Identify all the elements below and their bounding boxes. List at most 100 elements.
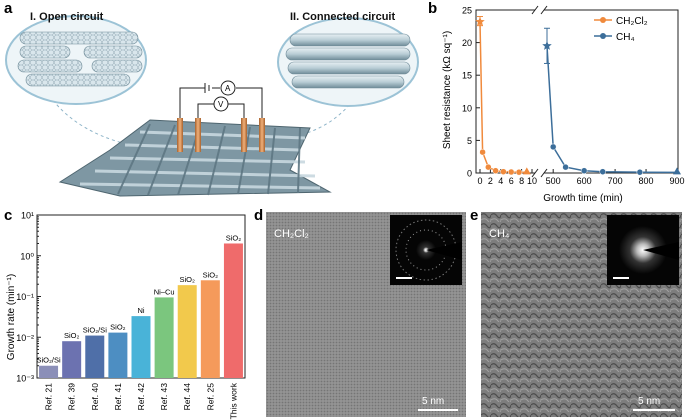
c-bar <box>200 280 220 378</box>
c-bar-label: SiO₂/Si <box>83 326 108 335</box>
panel-label-a: a <box>4 0 13 17</box>
b-data-point <box>542 40 552 50</box>
tem-e-label: CH₄ <box>489 228 510 240</box>
b-x-tick-label: 600 <box>577 176 592 186</box>
c-bar-label: Ni–Cu <box>154 287 175 296</box>
tem-image-ch2cl2: CH₂Cl₂ 5 nm <box>266 212 466 417</box>
b-break-mark <box>531 5 539 15</box>
b-data-point <box>485 163 492 171</box>
c-bar <box>154 297 174 378</box>
b-data-point <box>515 168 523 176</box>
c-bar-label: SiO₂ <box>203 270 219 279</box>
open-circuit-bubble <box>5 15 147 105</box>
b-legend-label: CH₂Cl₂ <box>616 16 648 27</box>
b-y-tick-label: 0 <box>467 169 472 179</box>
probe-electrodes <box>177 118 265 152</box>
c-bar-label: SiO₂ <box>64 331 80 340</box>
b-y-axis-label: Sheet resistance (kΩ sq⁻¹) <box>442 31 453 149</box>
c-bar <box>177 285 197 378</box>
b-x-tick-label: 500 <box>546 176 561 186</box>
b-plot-frame <box>475 9 679 174</box>
panel-label-d: d <box>254 207 264 224</box>
c-bar-label: Ni <box>137 306 144 315</box>
b-break-mark <box>531 168 539 178</box>
b-data-point <box>492 167 499 174</box>
diffraction-inset-d <box>390 215 462 285</box>
b-y-tick-label: 20 <box>462 38 472 48</box>
b-x-tick-label: 8 <box>519 176 524 186</box>
b-data-point <box>599 168 606 175</box>
c-y-tick-label: 10⁻² <box>16 333 34 343</box>
b-y-tick-label: 15 <box>462 71 472 81</box>
b-data-point <box>636 168 644 176</box>
b-series-line <box>479 21 527 174</box>
c-category-label: Ref. 40 <box>90 383 100 411</box>
c-bar <box>223 243 243 378</box>
c-y-tick-label: 10⁻¹ <box>16 292 34 302</box>
b-x-tick-label: 10 <box>527 176 537 186</box>
c-category-label: This work <box>228 382 238 419</box>
voltmeter-icon <box>213 96 229 112</box>
c-bar <box>62 341 82 378</box>
b-x-tick-label: 800 <box>639 176 654 186</box>
c-category-label: Ref. 43 <box>159 383 169 411</box>
schematic-panel: I. Open circuit II. Connected circuit A … <box>5 11 419 197</box>
b-legend-marker <box>600 17 606 23</box>
b-x-tick-label: 2 <box>488 176 493 186</box>
b-x-tick-label: 700 <box>608 176 623 186</box>
connected-circuit-bubble <box>277 17 419 107</box>
ammeter-icon <box>220 80 236 96</box>
b-legend-marker <box>600 33 606 39</box>
c-category-label: Ref. 42 <box>136 383 146 411</box>
growth-rate-chart: 10⁻³ 10⁻² 10⁻¹ 10⁰ 10¹ SiO₂/Si Ref. 21 SiO₂ Ref… <box>6 211 246 419</box>
c-category-label: Ref. 44 <box>182 383 192 411</box>
b-x-tick-label: 6 <box>509 176 514 186</box>
c-bar-label: SiO₂ <box>110 323 126 332</box>
c-category-label: Ref. 25 <box>205 383 215 411</box>
c-bar <box>108 332 128 378</box>
c-category-label: Ref. 39 <box>67 383 77 411</box>
b-break-mark <box>540 168 548 178</box>
b-x-axis-label: Growth time (min) <box>543 193 622 204</box>
b-data-point <box>673 167 681 175</box>
b-data-point <box>500 168 507 175</box>
connected-circuit-title: II. Connected circuit <box>290 11 395 23</box>
panel-label-b: b <box>428 0 438 17</box>
b-y-tick-label: 5 <box>467 136 472 146</box>
c-bar <box>39 365 59 378</box>
tem-d-label: CH₂Cl₂ <box>274 228 309 240</box>
b-data-point <box>479 148 486 156</box>
c-y-tick-label: 10¹ <box>21 211 34 221</box>
scale-bar-e-label: 5 nm <box>638 396 660 407</box>
c-y-tick-label: 10⁻³ <box>16 374 34 384</box>
circuit-wires <box>179 83 263 120</box>
b-data-point <box>549 143 557 151</box>
b-break-mark <box>540 5 548 15</box>
c-y-axis-label: Growth rate (min⁻¹) <box>6 274 17 360</box>
b-x-tick-label: 4 <box>498 176 503 186</box>
b-legend-label: CH₄ <box>616 32 635 43</box>
tem-image-ch4: CH₄ 5 nm <box>481 212 682 417</box>
b-data-point <box>562 163 569 171</box>
c-category-label: Ref. 21 <box>44 383 54 411</box>
b-y-tick-label: 10 <box>462 103 472 113</box>
b-series-line <box>546 45 678 174</box>
b-data-point <box>507 168 515 176</box>
c-bar-label: SiO₂ <box>180 275 196 284</box>
voltmeter-label: V <box>218 100 224 109</box>
c-y-tick-label: 10⁰ <box>20 251 34 261</box>
diffraction-inset-e <box>607 215 679 285</box>
b-data-point <box>475 16 485 26</box>
c-bar-label: SiO₂/Si <box>36 356 61 365</box>
b-data-point <box>522 167 531 175</box>
c-category-label: Ref. 41 <box>113 383 123 411</box>
c-bar <box>85 335 105 378</box>
b-data-point <box>580 167 588 174</box>
open-circuit-title: I. Open circuit <box>30 11 104 23</box>
c-bar-label: SiO₂ <box>226 233 242 242</box>
panel-label-c: c <box>4 207 13 224</box>
ammeter-label: A <box>225 84 231 93</box>
c-bar <box>131 316 151 378</box>
panel-label-e: e <box>470 207 479 224</box>
